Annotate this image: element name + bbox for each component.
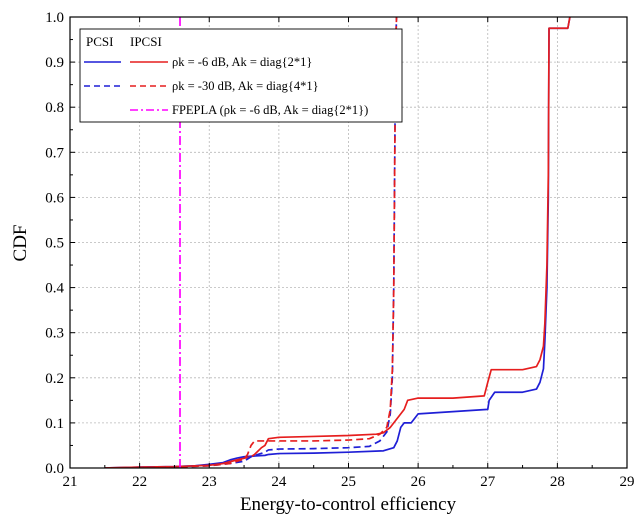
y-tick-label: 0.1 (45, 416, 64, 432)
y-tick-label: 0.0 (45, 461, 64, 477)
x-tick-label: 29 (620, 474, 634, 490)
y-tick-label: 0.7 (45, 145, 64, 161)
legend: PCSI IPCSI ρk = -6 dB, Ak = diag{2*1} ρk… (80, 29, 402, 122)
legend-col-ipcsi: IPCSI (130, 34, 162, 49)
y-tick-label: 0.5 (45, 236, 64, 252)
x-axis-label: Energy-to-control efficiency (240, 494, 457, 515)
y-tick-label: 0.4 (45, 281, 64, 297)
y-tick-label: 0.3 (45, 326, 64, 342)
x-tick-label: 22 (132, 474, 147, 490)
y-tick-label: 0.9 (45, 55, 64, 71)
legend-label-2: ρk = -30 dB, Ak = diag{4*1} (172, 79, 319, 93)
y-axis-label: CDF (10, 225, 31, 262)
legend-label-3: FPEPLA (ρk = -6 dB, Ak = diag{2*1}) (172, 103, 368, 117)
y-tick-label: 0.2 (45, 371, 64, 387)
x-tick-label: 28 (550, 474, 565, 490)
y-tick-label: 0.8 (45, 100, 64, 116)
x-tick-label: 23 (202, 474, 217, 490)
x-tick-label: 24 (271, 474, 287, 490)
legend-col-pcsi: PCSI (86, 34, 113, 49)
x-tick-label: 27 (480, 474, 496, 490)
y-tick-label: 0.6 (45, 190, 64, 206)
y-tick-label: 1.0 (45, 10, 64, 26)
x-tick-label: 26 (411, 474, 427, 490)
x-tick-label: 25 (341, 474, 356, 490)
legend-label-1: ρk = -6 dB, Ak = diag{2*1} (172, 55, 312, 69)
x-tick-label: 21 (63, 474, 78, 490)
